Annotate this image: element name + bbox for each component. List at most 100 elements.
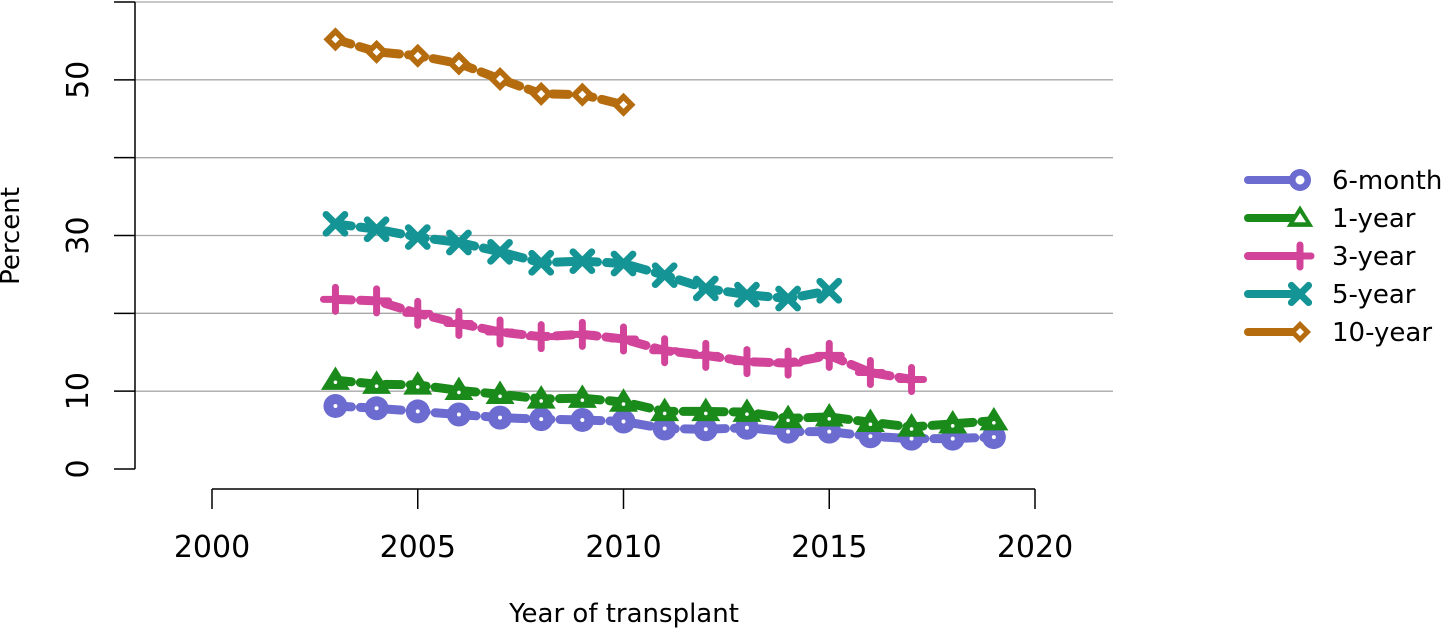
data-point [981,425,1006,450]
data-point [567,384,597,408]
data-point [446,229,472,256]
data-point [446,51,471,76]
data-point [402,297,434,329]
data-point [896,363,928,395]
data-point [361,285,393,317]
legend-label: 10-year [1332,318,1432,348]
legend-item: 1-year [1244,204,1416,234]
y-tick-label: 50 [61,61,96,99]
gridlines [135,1,1113,392]
data-point [731,346,763,378]
legend-marker [1286,205,1314,227]
data-point [487,238,513,265]
x-tick-label: 2005 [380,530,456,565]
legend: 6-month 1-year 3-year 5-year 10-year [1244,166,1442,348]
data-point [405,399,430,424]
y-tick-label: 0 [61,459,96,478]
data-point [938,410,968,434]
x-tick-label: 2000 [174,530,250,565]
data-point [691,397,721,422]
data-point [323,27,348,52]
data-point [609,388,638,412]
series-1-year [320,366,1009,437]
legend-item: 10-year [1244,318,1432,348]
data-point [570,407,595,432]
series-group [319,27,1009,451]
data-point [608,323,639,355]
series-5-year [322,210,843,312]
data-point [488,67,513,92]
data-point [732,398,762,422]
legend-item: 5-year [1244,280,1416,310]
data-point [364,39,389,64]
data-point [319,283,351,315]
data-point [652,416,677,441]
data-point [405,43,430,68]
data-point [651,262,678,289]
data-point [610,250,637,277]
data-point [363,216,390,243]
data-point [816,277,843,304]
legend-marker [1289,169,1311,191]
data-point [649,335,681,367]
data-point [772,347,804,379]
legend-marker [1287,281,1313,307]
legend-label: 1-year [1332,204,1416,234]
data-point [566,318,598,350]
data-point [693,417,718,442]
data-point [320,366,350,390]
data-point [529,81,554,106]
y-tick-label: 30 [61,216,96,254]
series-10-year [323,27,636,117]
data-point [855,408,885,432]
data-point [611,409,636,434]
data-point [773,404,803,429]
data-point [484,316,516,348]
data-point [488,405,513,430]
data-point [322,210,349,237]
data-point [528,249,555,276]
series-6-month [323,393,1006,451]
data-point [403,371,433,395]
legend-label: 3-year [1332,242,1416,272]
data-point [979,406,1009,431]
data-point [775,285,801,312]
x-axis-title: Year of transplant [508,599,739,629]
axes: 0 10 30 50 2000 2005 2010 2015 2020 [61,1,1073,565]
data-point [569,248,596,275]
data-point [444,376,474,401]
data-point [611,92,636,117]
data-point [485,380,515,404]
y-axis-title: Percent [0,187,26,285]
data-point [364,396,389,421]
data-point [692,275,719,302]
data-point [443,307,475,339]
data-point [734,281,760,308]
y-tick-label: 10 [61,372,96,410]
x-tick-label: 2010 [585,530,661,565]
legend-marker [1289,321,1311,343]
data-point [446,402,471,427]
data-point [323,393,348,418]
legend-marker [1285,241,1315,271]
x-tick-label: 2020 [997,530,1073,565]
data-point [814,403,844,427]
data-point [854,356,886,388]
data-point [813,339,845,371]
x-tick-label: 2015 [791,530,867,565]
data-point [362,370,392,394]
data-point [525,321,557,353]
data-point [404,224,431,250]
data-point [526,385,556,409]
data-point [897,413,927,437]
series-3-year [319,283,928,395]
data-point [690,339,722,371]
legend-label: 6-month [1332,166,1442,196]
data-point [650,397,680,422]
data-point [570,82,595,107]
data-point [529,407,554,432]
legend-item: 3-year [1244,241,1416,272]
legend-item: 6-month [1244,166,1442,196]
legend-label: 5-year [1332,280,1416,310]
